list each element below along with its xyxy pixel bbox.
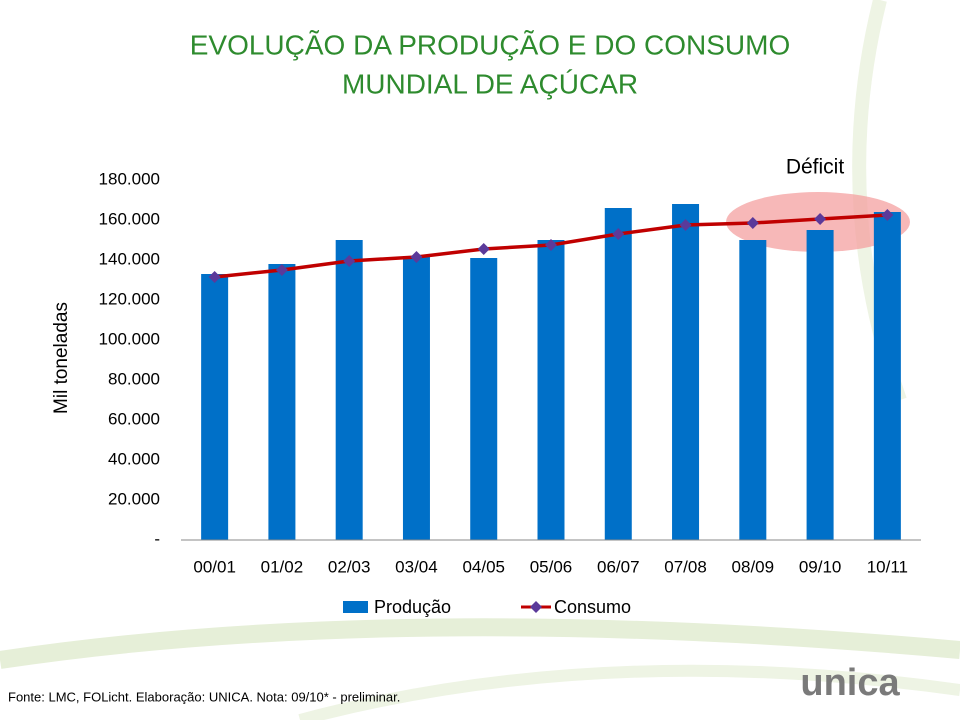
- y-tick-label: 180.000: [99, 169, 160, 188]
- bar: [268, 264, 296, 540]
- bar: [335, 240, 363, 540]
- chart-title: EVOLUÇÃO DA PRODUÇÃO E DO CONSUMO: [190, 29, 791, 60]
- source-note: Fonte: LMC, FOLicht. Elaboração: UNICA. …: [8, 689, 400, 704]
- x-tick-label: 06/07: [597, 557, 640, 576]
- chart-title: MUNDIAL DE AÇÚCAR: [342, 68, 638, 99]
- x-tick-label: 00/01: [193, 557, 236, 576]
- bar: [739, 240, 767, 540]
- y-tick-label: 20.000: [108, 489, 160, 508]
- bar: [470, 258, 498, 540]
- bar: [806, 230, 834, 540]
- y-tick-label: 160.000: [99, 209, 160, 228]
- legend-label: Produção: [374, 597, 451, 617]
- bar: [672, 204, 700, 540]
- y-tick-label: 60.000: [108, 409, 160, 428]
- legend-swatch: [530, 601, 542, 613]
- y-tick-label: 100.000: [99, 329, 160, 348]
- y-tick-label: 140.000: [99, 249, 160, 268]
- annotation: Déficit: [786, 156, 845, 179]
- bar: [604, 208, 632, 540]
- y-axis-label: Mil toneladas: [51, 302, 72, 414]
- marker: [746, 217, 759, 229]
- y-tick-label: 120.000: [99, 289, 160, 308]
- x-tick-label: 10/11: [867, 557, 908, 576]
- marker: [814, 213, 827, 225]
- x-tick-label: 05/06: [530, 557, 573, 576]
- decor: [298, 664, 960, 720]
- decor: [0, 618, 960, 669]
- bar: [873, 212, 901, 540]
- marker: [477, 243, 490, 255]
- x-tick-label: 02/03: [328, 557, 371, 576]
- x-tick-label: 07/08: [664, 557, 707, 576]
- x-tick-label: 01/02: [261, 557, 304, 576]
- marker: [208, 271, 221, 283]
- y-tick-label: 80.000: [108, 369, 160, 388]
- bar: [402, 256, 430, 540]
- marker: [410, 251, 423, 263]
- marker: [275, 264, 288, 276]
- legend-label: Consumo: [554, 597, 631, 617]
- marker: [679, 219, 692, 231]
- y-tick-label: -: [154, 529, 160, 548]
- marker: [612, 228, 625, 240]
- bar: [201, 274, 229, 540]
- x-tick-label: 04/05: [462, 557, 505, 576]
- y-tick-label: 40.000: [108, 449, 160, 468]
- x-tick-label: 08/09: [732, 557, 775, 576]
- bar: [537, 240, 565, 540]
- marker: [545, 239, 557, 251]
- x-tick-label: 09/10: [799, 557, 842, 576]
- marker: [881, 209, 894, 221]
- logo: unica: [800, 662, 900, 704]
- marker: [343, 255, 356, 267]
- x-tick-label: 03/04: [395, 557, 438, 576]
- legend-swatch: [343, 601, 368, 613]
